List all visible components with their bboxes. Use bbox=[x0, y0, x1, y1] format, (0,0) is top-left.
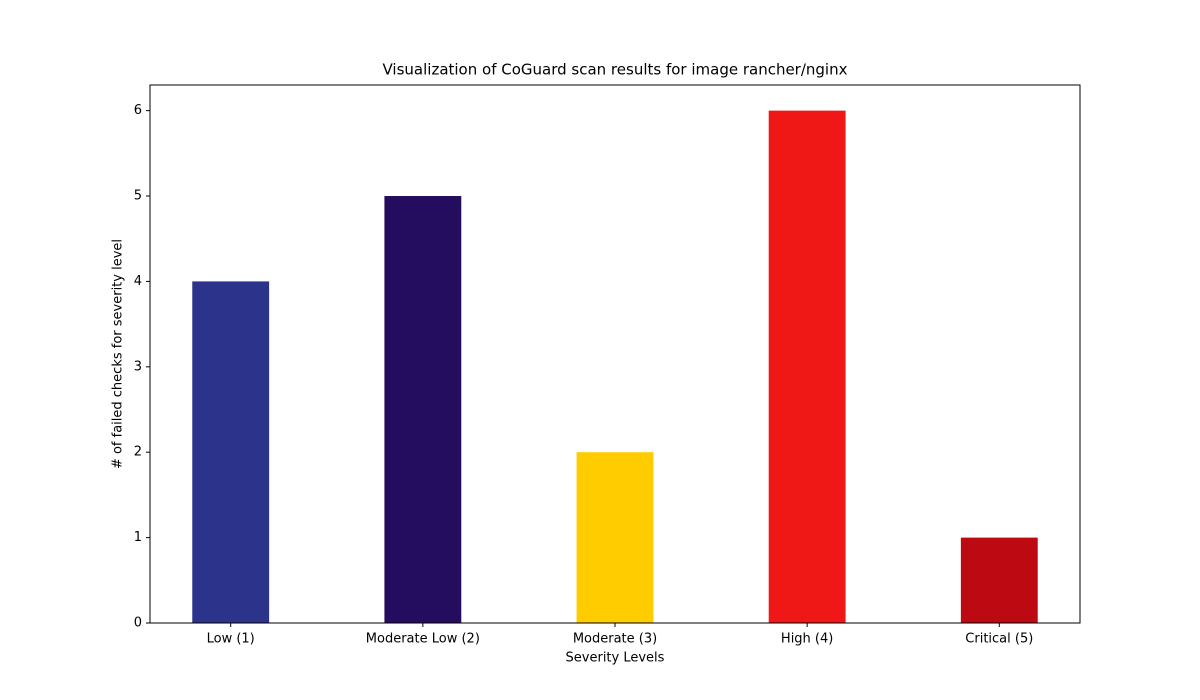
x-axis-label: Severity Levels bbox=[566, 651, 665, 666]
y-tick-label: 1 bbox=[134, 530, 142, 545]
bar bbox=[768, 110, 846, 624]
chart-title: Visualization of CoGuard scan results fo… bbox=[383, 61, 848, 79]
x-tick-label: Moderate Low (2) bbox=[366, 632, 480, 647]
y-tick-label: 0 bbox=[134, 616, 142, 631]
x-tick-label: Critical (5) bbox=[965, 632, 1033, 647]
bar bbox=[960, 537, 1038, 623]
y-tick-label: 3 bbox=[134, 359, 142, 374]
bar bbox=[384, 196, 462, 623]
y-tick-label: 2 bbox=[134, 445, 142, 460]
y-tick-label: 4 bbox=[134, 274, 142, 289]
bar bbox=[192, 281, 270, 623]
y-tick-label: 5 bbox=[134, 189, 142, 204]
bar bbox=[576, 452, 654, 623]
y-tick-label: 6 bbox=[134, 103, 142, 118]
plot-frame bbox=[149, 84, 1081, 624]
y-axis-label: # of failed checks for severity level bbox=[111, 239, 126, 469]
x-tick-label: High (4) bbox=[781, 632, 833, 647]
x-tick-label: Low (1) bbox=[207, 632, 255, 647]
x-tick-label: Moderate (3) bbox=[573, 632, 657, 647]
